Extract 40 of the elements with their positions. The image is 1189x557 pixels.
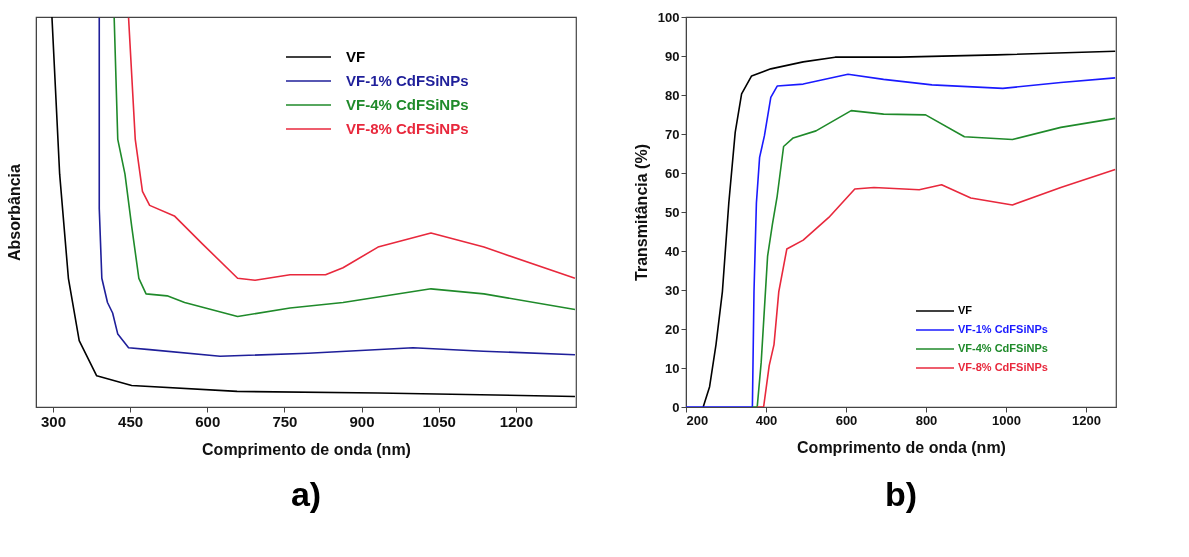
x-tick-label: 900 [349, 412, 375, 430]
legend-label: VF [958, 304, 973, 316]
x-tick-label: 200 [686, 412, 709, 428]
x-tick-label: 300 [40, 412, 66, 430]
x-axis-title: Comprimento de onda (nm) [202, 440, 411, 458]
y-tick-label: 70 [665, 126, 680, 142]
x-axis-title: Comprimento de onda (nm) [797, 438, 1006, 456]
y-tick-label: 80 [665, 87, 680, 103]
y-tick-label: 60 [665, 165, 680, 181]
x-tick-label: 1000 [992, 412, 1021, 428]
legend-label: VF-4% CdFSiNPs [346, 96, 469, 113]
y-tick-label: 20 [665, 321, 680, 337]
legend-label: VF-8% CdFSiNPs [958, 361, 1048, 373]
y-tick-label: 30 [665, 282, 680, 298]
line-series [751, 109, 1116, 407]
y-tick-label: 100 [657, 9, 680, 25]
y-tick-label: 90 [665, 48, 680, 64]
x-tick-label: 1050 [422, 412, 456, 430]
y-tick-label: 50 [665, 204, 680, 220]
y-axis-title: Absorbância [5, 163, 23, 261]
x-tick-label: 750 [272, 412, 298, 430]
x-tick-label: 800 [915, 412, 938, 428]
x-tick-label: 1200 [1072, 412, 1101, 428]
x-tick-label: 450 [118, 412, 144, 430]
y-tick-label: 40 [665, 243, 680, 259]
line-series [756, 168, 1116, 407]
legend-label: VF-1% CdFSiNPs [346, 72, 469, 89]
legend-label: VF-1% CdFSiNPs [958, 323, 1048, 335]
text: a) [290, 475, 322, 513]
x-tick-label: 600 [195, 412, 221, 430]
y-tick-label: 0 [672, 399, 680, 415]
x-tick-label: 600 [835, 412, 858, 428]
text: b) [884, 475, 918, 513]
legend-label: VF-8% CdFSiNPs [346, 120, 469, 137]
x-tick-label: 400 [755, 412, 778, 428]
x-tick-label: 1200 [499, 412, 534, 430]
legend-label: VF-4% CdFSiNPs [958, 342, 1048, 354]
legend-label: VF [346, 48, 366, 65]
y-axis-title: Transmitância (%) [632, 144, 650, 281]
y-tick-label: 10 [665, 360, 680, 376]
